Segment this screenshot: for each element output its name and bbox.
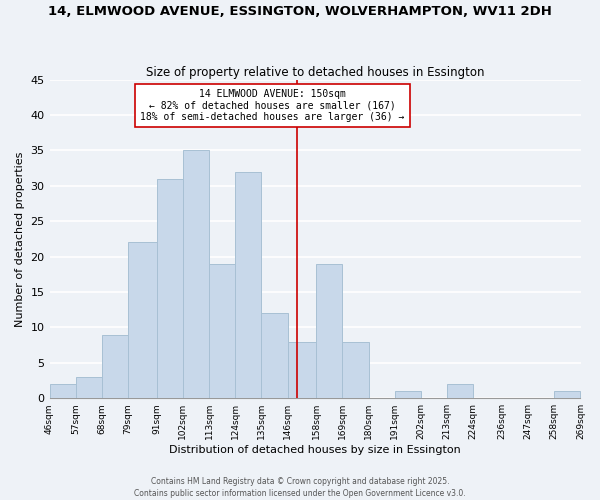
Title: Size of property relative to detached houses in Essington: Size of property relative to detached ho…	[146, 66, 484, 78]
Bar	[183, 150, 209, 398]
Bar	[128, 242, 157, 398]
Bar	[102, 334, 128, 398]
Text: Contains HM Land Registry data © Crown copyright and database right 2025.
Contai: Contains HM Land Registry data © Crown c…	[134, 476, 466, 498]
Bar	[447, 384, 473, 398]
Bar	[343, 342, 368, 398]
Text: 14 ELMWOOD AVENUE: 150sqm
← 82% of detached houses are smaller (167)
18% of semi: 14 ELMWOOD AVENUE: 150sqm ← 82% of detac…	[140, 89, 405, 122]
Bar	[76, 377, 102, 398]
Bar	[316, 264, 343, 398]
Bar	[554, 391, 580, 398]
Y-axis label: Number of detached properties: Number of detached properties	[15, 152, 25, 326]
Text: 14, ELMWOOD AVENUE, ESSINGTON, WOLVERHAMPTON, WV11 2DH: 14, ELMWOOD AVENUE, ESSINGTON, WOLVERHAM…	[48, 5, 552, 18]
Bar	[235, 172, 262, 398]
X-axis label: Distribution of detached houses by size in Essington: Distribution of detached houses by size …	[169, 445, 461, 455]
Bar	[395, 391, 421, 398]
Bar	[157, 179, 183, 398]
Bar	[209, 264, 235, 398]
Bar	[50, 384, 76, 398]
Bar	[287, 342, 316, 398]
Bar	[262, 314, 287, 398]
